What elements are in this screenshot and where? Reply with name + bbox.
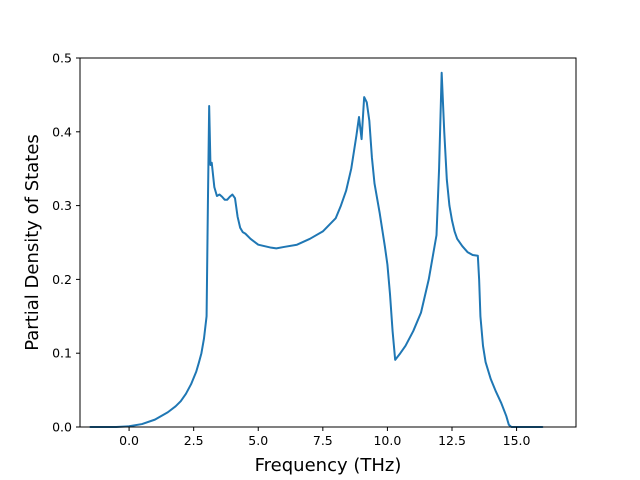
x-tick-label: 0.0 <box>119 433 139 448</box>
x-tick-label: 15.0 <box>503 433 531 448</box>
y-axis-ticks: 0.0 0.1 0.2 0.3 0.4 0.5 <box>52 51 80 435</box>
x-axis-ticks: 0.0 2.5 5.0 7.5 10.0 12.5 15.0 <box>119 427 531 448</box>
y-tick-label: 0.0 <box>52 420 72 435</box>
y-axis-label: Partial Density of States <box>22 134 43 351</box>
x-tick-label: 2.5 <box>184 433 204 448</box>
y-tick-label: 0.2 <box>52 272 72 287</box>
y-tick-label: 0.1 <box>52 346 72 361</box>
x-tick-label: 7.5 <box>313 433 333 448</box>
x-axis-label: Frequency (THz) <box>255 455 402 476</box>
y-tick-label: 0.3 <box>52 198 72 213</box>
x-tick-label: 12.5 <box>438 433 466 448</box>
x-tick-label: 5.0 <box>248 433 268 448</box>
pdos-line <box>89 71 544 428</box>
y-tick-label: 0.5 <box>52 51 72 66</box>
axes-frame <box>79 57 577 428</box>
plot-area <box>89 71 544 428</box>
y-tick-label: 0.4 <box>52 124 72 139</box>
x-tick-label: 10.0 <box>373 433 401 448</box>
